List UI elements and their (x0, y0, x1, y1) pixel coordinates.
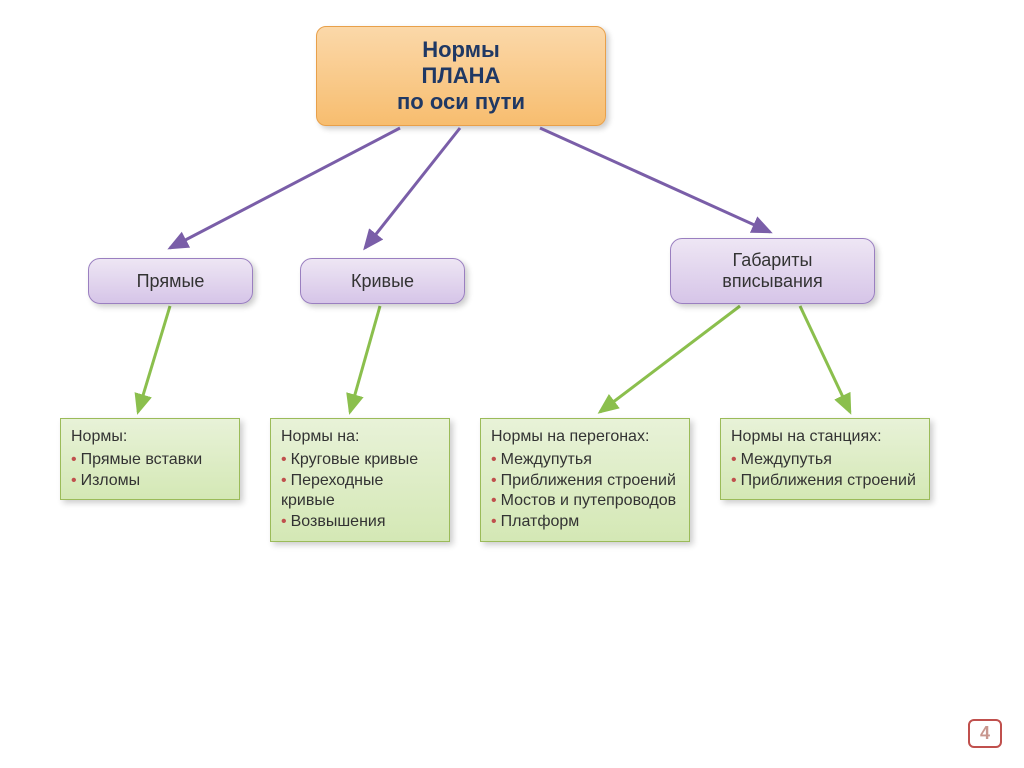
mid-node-2: Габариты вписывания (670, 238, 875, 304)
leaf-heading: Нормы: (71, 427, 229, 448)
root-line1: Нормы (337, 37, 585, 63)
leaf-item: Круговые кривые (281, 450, 439, 471)
leaf-node-0: Нормы:Прямые вставкиИзломы (60, 418, 240, 500)
mid-node-label: Прямые (137, 271, 205, 292)
mid-node-label: Габариты вписывания (689, 250, 856, 292)
leaf-heading: Нормы на станциях: (731, 427, 919, 448)
leaf-item: Платформ (491, 512, 679, 533)
leaf-item: Мостов и путепроводов (491, 491, 679, 512)
root-line2: ПЛАНА (337, 63, 585, 89)
leaf-item: Переходные кривые (281, 471, 439, 513)
arrow-level1 (365, 128, 460, 248)
arrow-level2 (600, 306, 740, 412)
leaf-item: Приближения строений (491, 471, 679, 492)
root-node: Нормы ПЛАНА по оси пути (316, 26, 606, 126)
leaf-node-1: Нормы на:Круговые кривыеПереходные кривы… (270, 418, 450, 542)
mid-node-0: Прямые (88, 258, 253, 304)
leaf-item: Приближения строений (731, 471, 919, 492)
arrow-level2 (350, 306, 380, 412)
leaf-item: Прямые вставки (71, 450, 229, 471)
leaf-item: Возвышения (281, 512, 439, 533)
page-number: 4 (968, 719, 1002, 748)
leaf-list: Круговые кривыеПереходные кривыеВозвышен… (281, 450, 439, 533)
arrows-level1 (170, 128, 770, 248)
arrows-level2 (138, 306, 850, 412)
mid-node-label: Кривые (351, 271, 414, 292)
mid-node-1: Кривые (300, 258, 465, 304)
root-line3: по оси пути (337, 89, 585, 115)
leaf-list: Прямые вставкиИзломы (71, 450, 229, 492)
arrow-level2 (800, 306, 850, 412)
leaf-item: Междупутья (491, 450, 679, 471)
leaf-item: Изломы (71, 471, 229, 492)
leaf-list: МеждупутьяПриближения строений (731, 450, 919, 492)
leaf-heading: Нормы на: (281, 427, 439, 448)
leaf-node-2: Нормы на перегонах:МеждупутьяПриближения… (480, 418, 690, 542)
leaf-node-3: Нормы на станциях:МеждупутьяПриближения … (720, 418, 930, 500)
arrow-level1 (170, 128, 400, 248)
arrow-level1 (540, 128, 770, 232)
leaf-item: Междупутья (731, 450, 919, 471)
leaf-heading: Нормы на перегонах: (491, 427, 679, 448)
arrow-level2 (138, 306, 170, 412)
leaf-list: МеждупутьяПриближения строенийМостов и п… (491, 450, 679, 533)
